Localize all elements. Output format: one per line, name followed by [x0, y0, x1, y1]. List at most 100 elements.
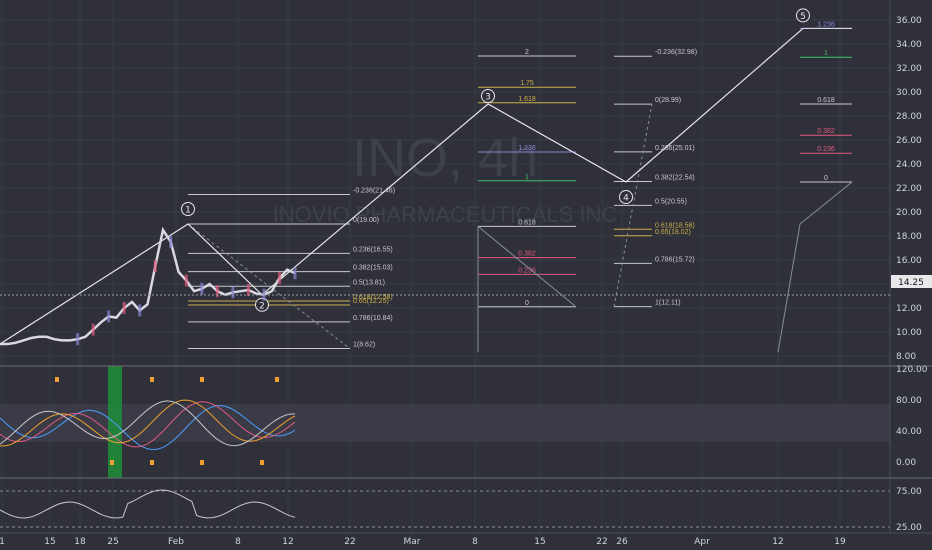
fib-level-label: 0.236(16.55): [353, 246, 393, 253]
fib-level-label: 1.75: [520, 80, 534, 87]
time-tick-label: Mar: [404, 537, 421, 547]
wave-label: 1: [185, 206, 191, 216]
grid-lines: [0, 0, 890, 533]
candle: [169, 236, 173, 248]
fib-level-label: 1: [824, 50, 828, 57]
fib-level-label: 0.382(15.03): [353, 265, 393, 272]
time-tick-label: 8: [235, 537, 241, 547]
price-tick-label: 22.00: [896, 184, 922, 194]
oscillator-lines: [0, 377, 296, 465]
fib-level-label: 0: [525, 300, 529, 307]
price-tick-label: 8.00: [896, 352, 916, 362]
price-tick-label: 12.00: [896, 304, 922, 314]
price-tick-label: 26.00: [896, 136, 922, 146]
time-tick-label: 15: [534, 537, 545, 547]
time-tick-label: 15: [44, 537, 55, 547]
fib-level-label: 0.382: [518, 251, 536, 258]
candle: [215, 285, 219, 298]
signal-marker: [150, 377, 154, 382]
fib-level-label: 0(28.99): [655, 97, 681, 104]
fib-trend-line[interactable]: [613, 103, 653, 307]
oscillator-line: [0, 401, 296, 448]
fib-trend-line[interactable]: [477, 226, 577, 308]
fib-level-label: 0.618: [518, 219, 536, 226]
signal-marker: [260, 460, 264, 465]
time-tick-label: Apr: [694, 537, 710, 547]
fib-level-label: 0.382(22.54): [655, 175, 695, 182]
candle: [107, 310, 111, 323]
oscillator-tick-label: 80.00: [896, 396, 922, 406]
fib-level-label: 1.618: [518, 96, 536, 103]
time-tick-label: 1: [0, 537, 5, 547]
fib-level-label: 1(8.62): [353, 342, 375, 349]
candle: [231, 286, 235, 299]
fib-level-label: 1: [525, 174, 529, 181]
price-tick-label: 34.00: [896, 40, 922, 50]
fib-trend-line[interactable]: [777, 223, 801, 353]
time-tick-label: 12: [282, 537, 293, 547]
signal-marker: [150, 460, 154, 465]
wave-label-circle[interactable]: [481, 89, 495, 103]
candle: [76, 333, 80, 346]
fib-level-label: 0.618(12.58): [353, 294, 393, 301]
wave-label-circle[interactable]: [619, 190, 633, 204]
wave-label: 4: [623, 194, 629, 204]
fib-retracements[interactable]: -0.236(21.46) 0(19.00) 0.236(16.55) 0.382(1…: [187, 21, 853, 353]
wave-label-circle[interactable]: [796, 8, 810, 23]
fib-level-label: 0.236(25.01): [655, 145, 695, 152]
candle: [200, 282, 204, 295]
wave-label: 5: [800, 12, 806, 22]
current-price-tag: [891, 275, 932, 288]
signal-marker: [200, 377, 204, 382]
fib-level-label: 0(19.00): [353, 217, 379, 224]
wave-label: 2: [259, 301, 265, 311]
fib-level-label: 0.236: [817, 146, 835, 153]
fib-trend-line[interactable]: [799, 181, 853, 225]
fib-level-label: 0.65(18.02): [655, 229, 691, 236]
oscillator-line: [0, 400, 296, 447]
price-tick-label: 28.00: [896, 112, 922, 122]
wave-label-circle[interactable]: [255, 297, 269, 312]
candle: [262, 288, 266, 301]
oscillator-tick-label: 120.00: [896, 365, 928, 375]
fib-level-label: 0: [824, 175, 828, 182]
signal-marker: [110, 460, 114, 465]
candle: [153, 260, 157, 272]
signal-marker: [55, 377, 59, 382]
fib-level-label: 1(12.11): [655, 300, 681, 307]
rsi-tick-label: 25.00: [896, 523, 922, 533]
rsi-path: [0, 489, 296, 519]
fib-trend-line[interactable]: [187, 223, 351, 349]
price-tick-label: 18.00: [896, 232, 922, 242]
oscillator-tick-label: 40.00: [896, 427, 922, 437]
highlight-column: [108, 366, 122, 478]
fib-level-label: 1.236: [518, 145, 536, 152]
price-tick-label: 32.00: [896, 64, 922, 74]
oscillator-line: [0, 399, 296, 447]
time-tick-label: 22: [344, 537, 355, 547]
time-tick-label: 8: [472, 537, 478, 547]
signal-marker: [275, 377, 279, 382]
wave-label-circle[interactable]: [181, 202, 195, 216]
candle: [184, 274, 188, 287]
rsi-pane: [0, 478, 890, 533]
fib-level-label: 0.618: [817, 97, 835, 104]
time-tick-label: 19: [834, 537, 846, 547]
fib-level-label: 0.236: [518, 267, 536, 274]
fib-level-label: 0.65(12.25): [353, 298, 389, 305]
elliott-wave-path[interactable]: [0, 27, 804, 345]
fib-level-label: 0.618(18.56): [655, 222, 695, 229]
candle: [138, 304, 142, 317]
current-price-label: 14.25: [898, 278, 924, 288]
rsi-tick-label: 75.00: [896, 487, 922, 497]
elliott-wave-drawing[interactable]: 1 2 3 4 5: [0, 8, 852, 345]
oscillator-line: [0, 405, 296, 451]
fib-level-label: 1.236: [817, 21, 835, 28]
time-tick-label: 12: [772, 537, 783, 547]
price-line: [0, 226, 296, 346]
price-tick-label: 16.00: [896, 256, 922, 266]
candle: [122, 302, 126, 314]
rsi-line: [0, 489, 296, 519]
price-tick-label: 10.00: [896, 328, 922, 338]
